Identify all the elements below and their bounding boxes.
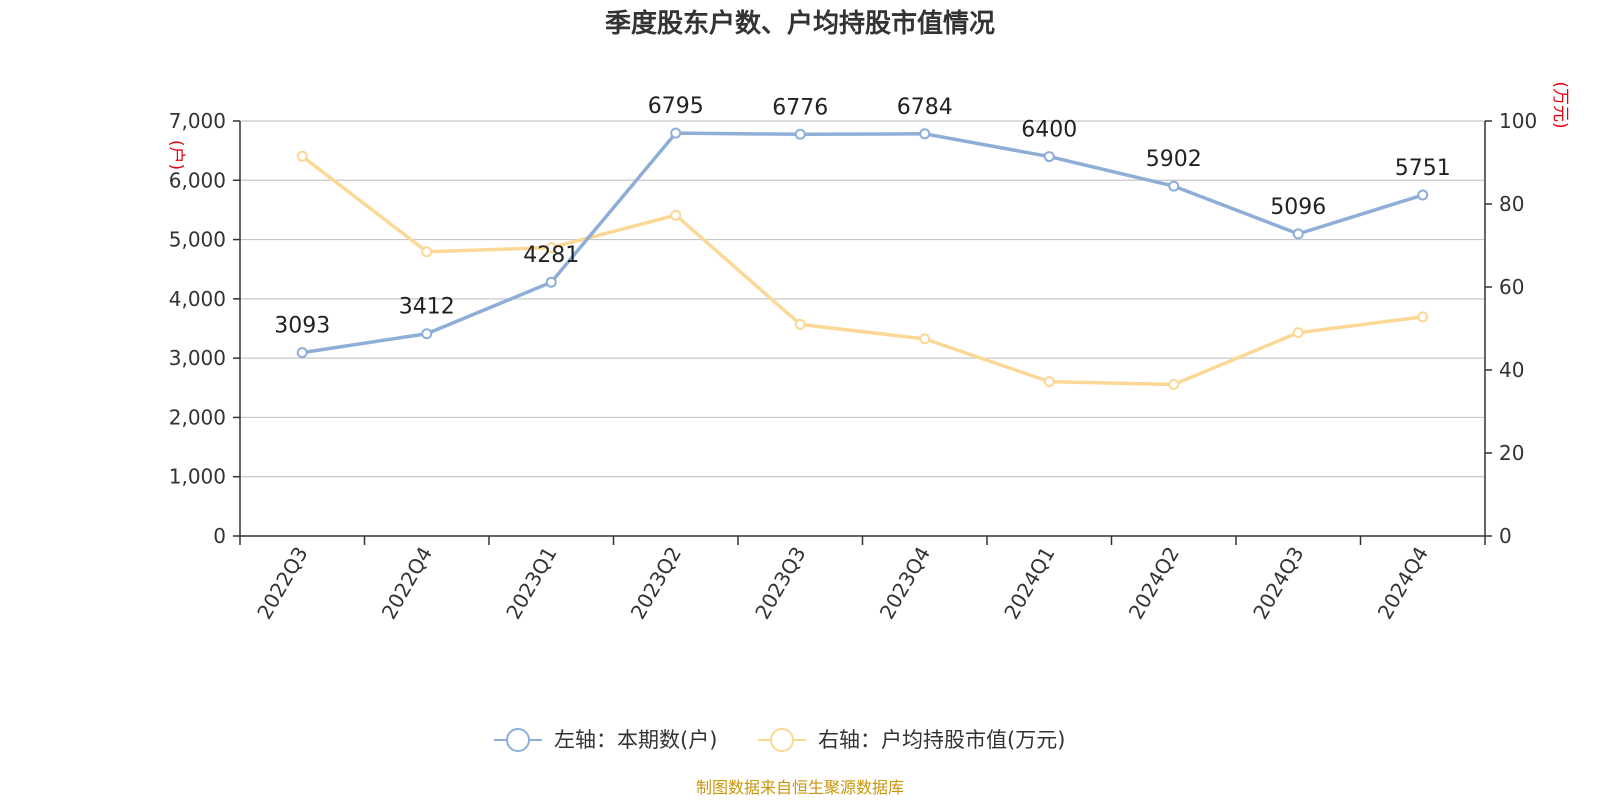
left-axis-unit: (户) (166, 140, 186, 170)
x-tick-label: 2024Q1 (999, 543, 1059, 624)
x-tick-label: 2023Q1 (501, 543, 561, 624)
legend-label-left: 左轴：本期数(户) (554, 728, 717, 752)
data-point-holders (1292, 228, 1304, 240)
right-axis-unit: (万元) (1550, 81, 1570, 128)
data-label-holders: 4281 (523, 243, 579, 268)
data-point-holders (421, 328, 433, 340)
data-point-avg-value (1168, 379, 1180, 391)
legend-item-left-series[interactable]: 左轴：本期数(户) (494, 728, 717, 752)
x-tick-label: 2023Q4 (875, 543, 935, 624)
chart-title: 季度股东户数、户均持股市值情况 (605, 8, 995, 39)
right-tick-label: 100 (1499, 109, 1537, 133)
data-label-holders: 6795 (648, 94, 704, 119)
left-tick-label: 7,000 (169, 109, 226, 133)
data-point-avg-value (670, 209, 682, 221)
data-label-holders: 6776 (772, 95, 828, 120)
x-tick-label: 2024Q3 (1248, 543, 1308, 624)
x-tick-label: 2023Q3 (750, 543, 810, 624)
data-point-holders (296, 347, 308, 359)
x-tick-label: 2022Q3 (252, 543, 312, 624)
data-point-holders (919, 128, 931, 140)
legend-label-right: 右轴：户均持股市值(万元) (818, 728, 1065, 752)
left-tick-label: 0 (213, 524, 226, 548)
right-tick-label: 20 (1499, 441, 1524, 465)
right-tick-label: 80 (1499, 192, 1524, 216)
data-label-holders: 5751 (1395, 156, 1451, 181)
left-tick-label: 4,000 (169, 287, 226, 311)
right-tick-label: 60 (1499, 275, 1524, 299)
data-point-holders (1417, 189, 1429, 201)
data-point-avg-value (421, 246, 433, 258)
left-tick-label: 1,000 (169, 465, 226, 489)
data-label-holders: 3093 (274, 314, 330, 339)
x-tick-label: 2023Q2 (626, 543, 686, 624)
right-tick-label: 40 (1499, 358, 1524, 382)
legend-marker-left (506, 728, 530, 752)
x-tick-label: 2024Q2 (1124, 543, 1184, 624)
left-tick-label: 6,000 (169, 168, 226, 192)
data-point-avg-value (1043, 376, 1055, 388)
data-point-avg-value (545, 242, 557, 254)
data-point-avg-value (296, 150, 308, 162)
right-tick-label: 0 (1499, 524, 1512, 548)
data-point-holders (1168, 180, 1180, 192)
data-point-holders (794, 128, 806, 140)
legend-marker-right (770, 728, 794, 752)
data-point-holders (670, 127, 682, 139)
series-line-holders (300, 131, 1425, 355)
x-tick-label: 2024Q4 (1373, 543, 1433, 624)
right-axis-ticks: 0 20 40 60 80 100 (1485, 109, 1537, 548)
data-point-avg-value (1417, 311, 1429, 323)
data-label-holders: 3412 (399, 295, 455, 320)
x-tick-label: 2022Q4 (377, 543, 437, 624)
data-label-holders: 6400 (1021, 118, 1077, 143)
data-labels: 3093 3412 4281 6795 6776 6784 6400 5902 5096 5751 (274, 94, 1451, 338)
left-tick-label: 3,000 (169, 346, 226, 370)
left-axis-ticks: 0 1,000 2,000 3,000 4,000 5,000 6,000 7,000 (169, 109, 240, 548)
data-point-avg-value (919, 333, 931, 345)
data-label-holders: 5096 (1270, 195, 1326, 220)
left-tick-label: 2,000 (169, 405, 226, 429)
grid-lines (240, 120, 1485, 478)
data-point-holders (545, 276, 557, 288)
data-label-holders: 6784 (897, 95, 953, 120)
series-line-avg-value (300, 154, 1425, 387)
left-tick-label: 5,000 (169, 228, 226, 252)
x-axis-ticks: 2022Q3 2022Q4 2023Q1 2023Q2 2023Q3 2023Q4 2024… (239, 536, 1486, 624)
series-layer (296, 127, 1429, 391)
data-source-note: 制图数据来自恒生聚源数据库 (696, 778, 904, 797)
data-label-holders: 5902 (1146, 147, 1202, 172)
data-point-holders (1043, 151, 1055, 163)
data-point-avg-value (1292, 327, 1304, 339)
legend-item-right-series[interactable]: 右轴：户均持股市值(万元) (758, 728, 1065, 752)
legend[interactable]: 左轴：本期数(户) 右轴：户均持股市值(万元) (494, 728, 1065, 752)
data-point-avg-value (794, 318, 806, 330)
